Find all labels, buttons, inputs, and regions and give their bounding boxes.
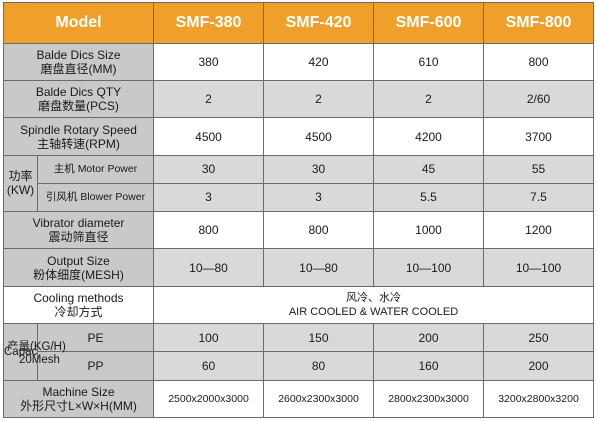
cell-value: 4500 [153,117,264,156]
table-row-blower-power: 引风机 Blower Power 3 3 5.5 7.5 [4,182,594,213]
row-label-motor-power: 主机 Motor Power [37,154,154,184]
row-label-pe: PE [37,323,154,353]
header-model-4: SMF-800 [483,2,594,44]
label-en: Cooling methods [33,291,124,306]
label-en: Spindle Rotary Speed [20,122,137,137]
label-en: Balde Dics QTY [35,85,122,100]
label-en: Balde Dics Size [36,47,121,62]
row-label-blade-qty: Balde Dics QTY 磨盘数量(PCS) [3,79,154,119]
cell-value: 2600x2300x3000 [263,379,374,418]
cell-value: 55 [483,154,594,184]
row-label-blower-power: 引风机 Blower Power [37,182,154,213]
row-label-vibrator: Vibrator diameter 震动筛直径 [3,211,154,250]
cell-value: 200 [373,323,484,353]
table-row-machine-size: Machine Size 外形尺寸L×W×H(MM) 2500x2000x300… [3,379,594,418]
label-en: Blower Power [80,191,146,204]
cell-value: 800 [263,211,374,250]
table-row-motor-power: 功率 (KW) 主机 Motor Power 30 30 45 55 [3,154,594,213]
cell-value: 45 [373,154,484,184]
row-label-output-size: Output Size 粉体细度(MESH) [3,248,154,287]
cell-value: 10—100 [483,248,594,287]
cell-value: 610 [373,42,484,82]
cell-value: 10—100 [373,248,484,287]
cell-value: 2/60 [483,79,594,119]
cell-value: 60 [153,351,264,381]
header-model-1: SMF-380 [153,2,264,44]
cell-value: 1200 [483,211,594,250]
table-row-spindle-speed: Spindle Rotary Speed 主轴转速(RPM) 4500 4500… [3,117,594,156]
table-row-cooling: Cooling methods 冷却方式 风冷、水冷 AIR COOLED & … [3,285,594,325]
cell-value: 200 [483,351,594,381]
header-row: Model SMF-380 SMF-420 SMF-600 SMF-800 [3,2,594,44]
cell-value: 800 [483,42,594,82]
row-label-capacity: Capacity [3,323,38,381]
table-row-blade-size: Balde Dics Size 磨盘直径(MM) 380 420 610 800 [3,42,594,82]
label-en: Motor Power [77,163,138,176]
row-label-machine-size: Machine Size 外形尺寸L×W×H(MM) [3,379,154,418]
cell-value: 3 [263,182,374,213]
cell-value: 160 [373,351,484,381]
label-cn: 震动筛直径 [48,230,109,245]
label-unit: (KW) [6,183,35,198]
cell-value: 2800x2300x3000 [373,379,484,418]
label-cn: 外形尺寸L×W×H(MM) [20,398,137,413]
value-cn: 风冷、水冷 [346,292,401,305]
cell-value: 150 [263,323,374,353]
cell-value: 2500x2000x3000 [153,379,264,418]
header-model-label: Model [3,2,154,44]
row-label-blade-size: Balde Dics Size 磨盘直径(MM) [3,42,154,82]
cell-value: 100 [153,323,264,353]
label-en: Machine Size [42,384,115,399]
label-cn: 功率 [8,169,33,184]
label-cn: 磨盘数量(PCS) [38,99,119,114]
cell-value: 1000 [373,211,484,250]
cell-value: 30 [263,154,374,184]
cell-value: 3700 [483,117,594,156]
cell-value: 2 [263,79,374,119]
header-model-3: SMF-600 [373,2,484,44]
label-cn: 主机 [53,163,75,176]
header-model-2: SMF-420 [263,2,374,44]
value-en: AIR COOLED & WATER COOLED [288,306,459,319]
cell-value: 10—80 [263,248,374,287]
label-cn: 磨盘直径(MM) [40,61,117,76]
cell-value: 2 [153,79,264,119]
label-en: Vibrator diameter [32,216,125,231]
cell-value: 420 [263,42,374,82]
row-label-spindle-speed: Spindle Rotary Speed 主轴转速(RPM) [3,117,154,156]
cell-value: 2 [373,79,484,119]
row-label-cooling: Cooling methods 冷却方式 [3,285,154,325]
cell-value: 3 [153,182,264,213]
cell-value: 80 [263,351,374,381]
table-row-blade-qty: Balde Dics QTY 磨盘数量(PCS) 2 2 2 2/60 [3,79,594,119]
row-label-power-group: 功率 (KW) [3,154,38,213]
table-row-capacity-pe: Capacity PE 100 150 200 250 [3,323,594,381]
cell-value: 3200x2800x3200 [483,379,594,418]
table-row-vibrator: Vibrator diameter 震动筛直径 800 800 1000 120… [3,211,594,250]
label-cn: 冷却方式 [54,305,103,320]
row-label-pp: PP [37,351,154,381]
table-row-output-size: Output Size 粉体细度(MESH) 10—80 10—80 10—10… [3,248,594,287]
cell-value: 250 [483,323,594,353]
cell-value: 800 [153,211,264,250]
cell-value: 4500 [263,117,374,156]
cell-value: 10—80 [153,248,264,287]
cell-value: 4200 [373,117,484,156]
label-cn: 主轴转速(RPM) [37,136,120,151]
label-en: Capacity [4,345,38,358]
cooling-value: 风冷、水冷 AIR COOLED & WATER COOLED [153,285,594,325]
table-row-capacity-pp: PP 60 80 160 200 [4,351,594,381]
spec-table: Model SMF-380 SMF-420 SMF-600 SMF-800 Ba… [3,2,594,418]
label-en: Output Size [47,253,110,268]
cell-value: 380 [153,42,264,82]
label-cn: 引风机 [45,191,78,204]
spec-table-container: Model SMF-380 SMF-420 SMF-600 SMF-800 Ba… [3,2,594,418]
label-cn: 粉体细度(MESH) [33,267,124,282]
cell-value: 30 [153,154,264,184]
cell-value: 7.5 [483,182,594,213]
cell-value: 5.5 [373,182,484,213]
